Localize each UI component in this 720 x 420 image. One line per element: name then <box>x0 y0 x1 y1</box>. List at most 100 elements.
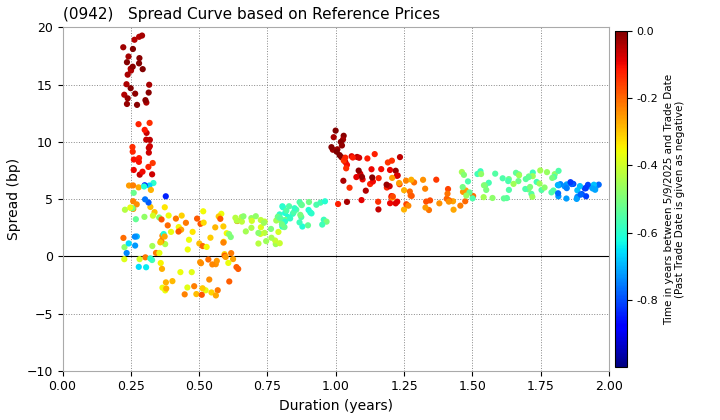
Point <box>579 185 590 192</box>
Point <box>238 213 249 220</box>
Point <box>274 215 286 222</box>
Point <box>186 269 197 276</box>
Point <box>279 218 291 225</box>
Point <box>351 154 363 160</box>
Point <box>381 181 392 188</box>
Point <box>162 222 174 229</box>
Point <box>159 287 171 294</box>
Point <box>179 291 191 298</box>
Point <box>147 243 158 249</box>
Point <box>458 171 469 178</box>
Point <box>580 193 592 199</box>
Point <box>137 168 148 175</box>
Point <box>353 167 364 174</box>
Point <box>143 182 155 189</box>
Point <box>336 142 348 149</box>
Point <box>271 217 282 224</box>
Point <box>327 146 338 153</box>
Point <box>180 219 192 226</box>
Point <box>420 198 432 205</box>
Point <box>160 279 171 286</box>
Point <box>138 183 150 190</box>
Point <box>527 169 539 176</box>
Point <box>122 53 134 60</box>
Point <box>354 155 365 161</box>
Point <box>140 196 151 203</box>
Point <box>561 181 572 188</box>
Point <box>332 146 343 153</box>
Point <box>290 206 302 213</box>
Point <box>170 215 181 222</box>
Point <box>273 213 284 220</box>
Point <box>140 254 151 261</box>
Point <box>246 224 257 231</box>
Point <box>336 154 347 160</box>
Point <box>276 223 288 230</box>
Point <box>294 212 306 218</box>
Point <box>176 212 187 219</box>
Point <box>340 159 351 165</box>
Point <box>202 256 214 263</box>
Point <box>261 238 272 244</box>
Point <box>478 194 490 200</box>
Point <box>443 198 454 205</box>
Point <box>133 158 145 165</box>
Point <box>541 169 553 176</box>
Point <box>513 178 524 184</box>
Point <box>369 151 380 158</box>
Point <box>351 174 362 181</box>
Point <box>144 136 156 143</box>
Point <box>520 186 531 192</box>
Point <box>231 218 243 224</box>
Point <box>145 186 157 193</box>
Point <box>480 186 492 193</box>
Point <box>127 205 139 212</box>
Point <box>356 173 368 180</box>
Point <box>269 237 281 244</box>
Point <box>456 169 467 176</box>
Point <box>549 171 561 178</box>
Point <box>398 187 410 194</box>
Point <box>503 178 514 184</box>
Point <box>392 198 403 205</box>
Point <box>566 181 577 187</box>
Point <box>338 157 349 164</box>
Point <box>402 202 414 209</box>
Point <box>156 238 167 244</box>
Point <box>373 206 384 213</box>
Point <box>287 210 299 217</box>
Point <box>157 232 168 239</box>
Point <box>246 218 258 224</box>
Point <box>390 200 402 207</box>
Point <box>156 238 167 244</box>
Point <box>195 220 207 227</box>
Point <box>588 181 600 188</box>
Point <box>593 181 605 188</box>
Point <box>424 197 436 204</box>
Point <box>274 217 286 223</box>
Point <box>553 168 564 174</box>
Point <box>321 218 333 225</box>
Text: (0942)   Spread Curve based on Reference Prices: (0942) Spread Curve based on Reference P… <box>63 7 440 22</box>
Point <box>147 160 158 166</box>
Point <box>523 174 534 181</box>
Point <box>589 184 600 190</box>
Point <box>123 182 135 189</box>
Point <box>460 187 472 194</box>
Point <box>546 189 557 196</box>
Point <box>523 173 535 180</box>
Point <box>223 231 235 237</box>
Point <box>279 224 290 231</box>
Point <box>253 240 264 247</box>
Point <box>233 265 244 272</box>
Point <box>381 184 392 191</box>
Point <box>130 242 141 249</box>
Point <box>575 191 586 198</box>
Point <box>582 181 594 188</box>
Point <box>406 192 418 199</box>
Point <box>387 194 398 201</box>
Y-axis label: Spread (bp): Spread (bp) <box>7 158 21 240</box>
Point <box>590 184 601 190</box>
Point <box>163 212 174 219</box>
Point <box>531 178 542 185</box>
